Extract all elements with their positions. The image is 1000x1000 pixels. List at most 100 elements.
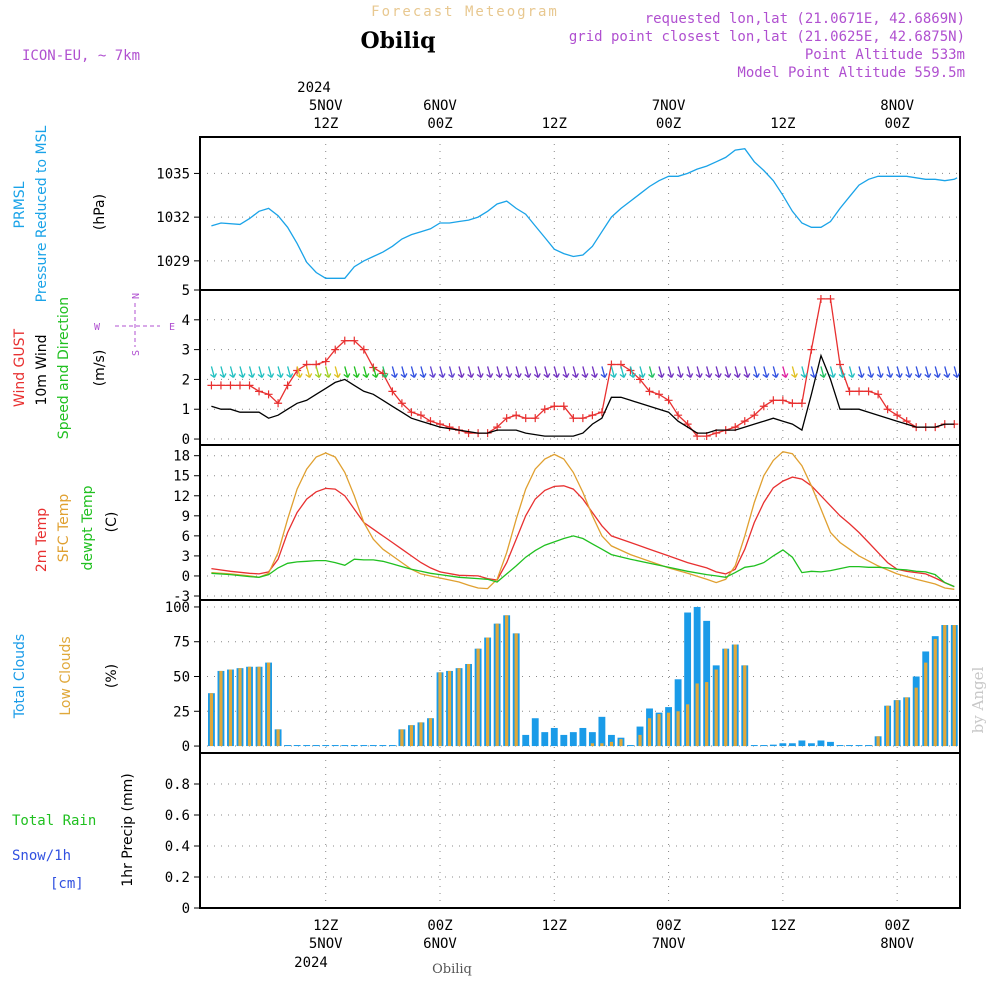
wind-direction-arrow: [714, 366, 722, 378]
low-cloud-bar: [419, 722, 423, 747]
gust-marker: [883, 405, 892, 414]
gust-marker: [759, 402, 768, 411]
total-cloud-bar: [550, 727, 558, 747]
y-tick-label: 1029: [156, 254, 190, 270]
gust-marker: [588, 411, 597, 420]
gust-marker: [816, 294, 825, 303]
bottom-hour-label: 12Z: [313, 918, 338, 934]
bottom-hour-label: 00Z: [884, 918, 909, 934]
bottom-hour-label: 12Z: [542, 918, 567, 934]
wind-direction-arrow: [419, 366, 427, 378]
top-date-label: 8NOV: [880, 98, 914, 114]
top-year-label: 2024: [297, 80, 331, 96]
total-cloud-bar: [312, 745, 320, 747]
gust-marker: [674, 411, 683, 420]
y-tick-label: 0: [182, 569, 190, 585]
top-hour-label: 12Z: [770, 116, 795, 132]
low-cloud-bar: [686, 704, 690, 747]
wind-direction-arrow: [724, 366, 732, 378]
y-tick-label: 3: [182, 343, 190, 359]
wind-direction-arrow: [733, 366, 741, 378]
wind-direction-arrow: [790, 366, 798, 378]
wind-direction-arrow: [819, 366, 827, 378]
wind-direction-arrow: [695, 366, 703, 378]
wind-direction-arrow: [381, 366, 389, 378]
wind-direction-arrow: [562, 366, 570, 378]
wind-direction-arrow: [362, 366, 370, 378]
bottom-date-label: 7NOV: [652, 936, 686, 952]
total-cloud-bar: [855, 745, 863, 747]
y-tick-label: 25: [173, 704, 190, 720]
total-cloud-bar: [817, 740, 825, 747]
wind-direction-arrow: [914, 366, 922, 378]
gust-marker: [864, 387, 873, 396]
gust-marker: [893, 411, 902, 420]
y-tick-label: 15: [173, 469, 190, 485]
wind-direction-arrow: [229, 366, 237, 378]
total-cloud-bar: [827, 741, 834, 747]
wind-direction-arrow: [943, 366, 951, 378]
low-cloud-bar: [905, 697, 909, 747]
wind-direction-arrow: [295, 366, 303, 378]
y-tick-label: 0: [182, 901, 190, 917]
temp-label-unit: (C): [104, 512, 120, 533]
y-tick-label: 1035: [156, 166, 190, 182]
gust-marker: [226, 381, 235, 390]
top-hour-label: 00Z: [656, 116, 681, 132]
low-cloud-bar: [514, 633, 518, 747]
wind-direction-arrow: [257, 366, 265, 378]
low-cloud-bar: [924, 662, 928, 747]
gust-marker: [664, 396, 673, 405]
bottom-date-label: 8NOV: [880, 936, 914, 952]
total-cloud-bar: [293, 745, 301, 747]
wind-direction-arrow: [438, 366, 446, 378]
wind-direction-arrow: [314, 366, 322, 378]
wind-direction-arrow: [514, 366, 522, 378]
wind-direction-arrow: [924, 366, 932, 378]
total-cloud-bar: [388, 745, 396, 747]
total-cloud-bar: [560, 734, 568, 747]
low-cloud-bar: [952, 625, 956, 747]
temp-label-2m: 2m Temp: [34, 508, 50, 572]
wind-direction-arrow: [600, 366, 608, 378]
y-tick-label: 2: [182, 372, 190, 388]
low-cloud-bar: [600, 743, 604, 747]
low-cloud-bar: [409, 725, 414, 747]
gust-marker: [550, 402, 559, 411]
low-cloud-bar: [247, 666, 252, 747]
wind-direction-arrow: [352, 366, 360, 378]
wind-direction-arrow: [857, 366, 865, 378]
gust-marker: [636, 375, 644, 384]
gust-marker: [378, 369, 387, 378]
total-cloud-bar: [579, 727, 587, 747]
model-altitude: Model Point Altitude 559.5m: [737, 65, 965, 81]
low-cloud-bar: [457, 668, 461, 747]
wind-direction-arrow: [495, 366, 503, 378]
precip-label-group: Total Rain Snow/1h [cm] 1hr Precip (mm): [12, 773, 136, 892]
y-tick-label: 1032: [156, 210, 190, 226]
gust-marker: [512, 411, 521, 420]
precip-label-rain: Total Rain: [12, 813, 96, 829]
precip-panel: 0 0.2 0.4 0.6 0.8: [165, 752, 961, 917]
total-cloud-bar: [760, 745, 768, 747]
wind-direction-arrow: [838, 366, 846, 378]
gust-marker: [855, 387, 864, 396]
y-tick-label: 1: [182, 402, 190, 418]
gust-marker: [569, 414, 578, 423]
wind-direction-arrow: [771, 366, 779, 378]
y-tick-label: 9: [182, 509, 190, 525]
wind-direction-arrow: [286, 366, 294, 378]
wind-direction-arrow: [429, 366, 437, 378]
wind-direction-arrow: [590, 366, 598, 378]
wind-direction-arrow: [476, 366, 484, 378]
total-cloud-bar: [598, 716, 606, 747]
low-cloud-bar: [447, 670, 452, 747]
y-tick-label: 100: [165, 600, 190, 616]
wind-direction-arrow: [686, 366, 694, 378]
low-cloud-bar: [943, 625, 947, 747]
wind-label-dir: Speed and Direction: [56, 297, 72, 439]
y-tick-label: 0: [182, 739, 190, 755]
wind-direction-arrow: [276, 366, 284, 378]
gust-marker: [340, 336, 349, 345]
wind-direction-arrow: [552, 366, 560, 378]
